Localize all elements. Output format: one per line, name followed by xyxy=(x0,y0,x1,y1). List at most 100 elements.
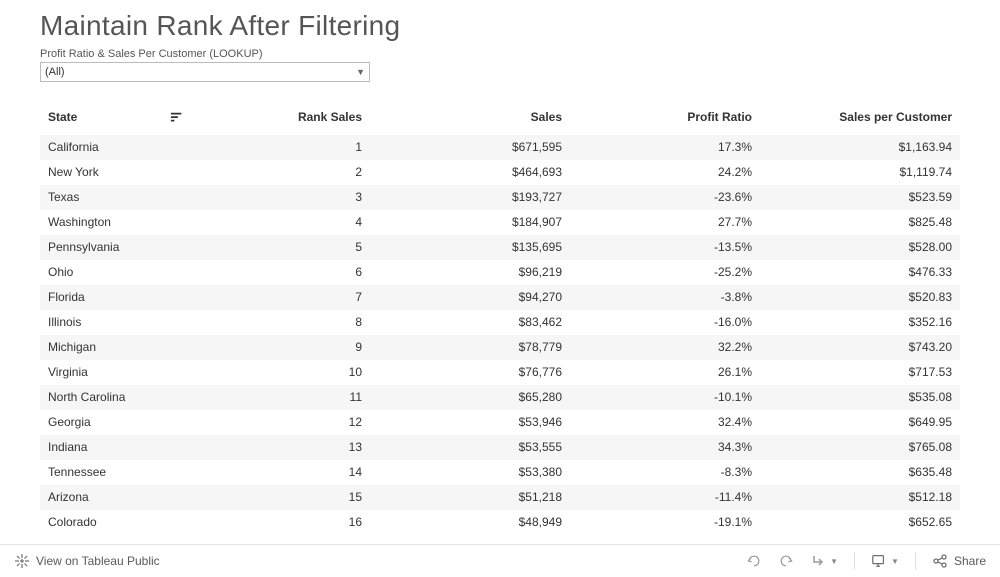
cell-rank: 2 xyxy=(200,160,370,185)
cell-rank: 13 xyxy=(200,435,370,460)
cell-spacer xyxy=(170,210,200,235)
cell-state: Arizona xyxy=(40,485,170,510)
cell-sales: $135,695 xyxy=(370,235,570,260)
cell-spc: $535.08 xyxy=(760,385,960,410)
cell-profit-ratio: -23.6% xyxy=(570,185,760,210)
cell-sales: $83,462 xyxy=(370,310,570,335)
cell-spc: $825.48 xyxy=(760,210,960,235)
cell-spacer xyxy=(170,360,200,385)
table-row[interactable]: California 1$671,59517.3%$1,163.94 xyxy=(40,135,960,160)
cell-state: California xyxy=(40,135,170,160)
cell-sales: $94,270 xyxy=(370,285,570,310)
col-header-profit-ratio[interactable]: Profit Ratio xyxy=(570,104,760,135)
redo-icon xyxy=(778,553,794,569)
table-row[interactable]: Indiana13$53,55534.3%$765.08 xyxy=(40,435,960,460)
cell-rank: 3 xyxy=(200,185,370,210)
cell-spc: $743.20 xyxy=(760,335,960,360)
table-row[interactable]: North Carolina11$65,280-10.1%$535.08 xyxy=(40,385,960,410)
tableau-public-link[interactable]: View on Tableau Public xyxy=(14,553,160,569)
table-row[interactable]: New York2$464,69324.2%$1,119.74 xyxy=(40,160,960,185)
cell-spacer xyxy=(170,410,200,435)
cell-spc: $476.33 xyxy=(760,260,960,285)
undo-icon xyxy=(746,553,762,569)
cell-spc: $1,163.94 xyxy=(760,135,960,160)
table-row[interactable]: Texas3$193,727-23.6%$523.59 xyxy=(40,185,960,210)
col-header-sales[interactable]: Sales xyxy=(370,104,570,135)
cell-profit-ratio: -19.1% xyxy=(570,510,760,535)
cell-sales: $53,380 xyxy=(370,460,570,485)
cell-sales: $51,218 xyxy=(370,485,570,510)
tableau-logo-icon xyxy=(14,553,30,569)
cell-spc: $352.16 xyxy=(760,310,960,335)
cell-spacer xyxy=(170,185,200,210)
col-header-sort[interactable] xyxy=(170,104,200,135)
share-icon xyxy=(932,553,948,569)
cell-profit-ratio: 27.7% xyxy=(570,210,760,235)
cell-rank: 12 xyxy=(200,410,370,435)
cell-profit-ratio: -8.3% xyxy=(570,460,760,485)
table-row[interactable]: Tennessee 14$53,380-8.3%$635.48 xyxy=(40,460,960,485)
table-row[interactable]: Michigan9$78,77932.2%$743.20 xyxy=(40,335,960,360)
cell-rank: 6 xyxy=(200,260,370,285)
cell-spc: $649.95 xyxy=(760,410,960,435)
col-header-state[interactable]: State xyxy=(40,104,170,135)
cell-spc: $765.08 xyxy=(760,435,960,460)
col-header-spc[interactable]: Sales per Customer xyxy=(760,104,960,135)
cell-spacer xyxy=(170,335,200,360)
cell-rank: 11 xyxy=(200,385,370,410)
cell-spacer xyxy=(170,510,200,535)
cell-profit-ratio: 32.4% xyxy=(570,410,760,435)
table-row[interactable]: Ohio6$96,219-25.2%$476.33 xyxy=(40,260,960,285)
cell-sales: $184,907 xyxy=(370,210,570,235)
cell-rank: 14 xyxy=(200,460,370,485)
table-header-row: State Rank Sales Sales Profit Ratio Sale… xyxy=(40,104,960,135)
table-row[interactable]: Washington4$184,90727.7%$825.48 xyxy=(40,210,960,235)
cell-spc: $635.48 xyxy=(760,460,960,485)
filter-label: Profit Ratio & Sales Per Customer (LOOKU… xyxy=(40,48,960,60)
table-row[interactable]: Colorado16$48,949-19.1%$652.65 xyxy=(40,510,960,535)
table-row[interactable]: Florida7$94,270-3.8%$520.83 xyxy=(40,285,960,310)
cell-state: Colorado xyxy=(40,510,170,535)
share-label: Share xyxy=(954,554,986,568)
cell-spacer xyxy=(170,160,200,185)
table-row[interactable]: Arizona15$51,218-11.4%$512.18 xyxy=(40,485,960,510)
cell-spacer xyxy=(170,435,200,460)
cell-rank: 15 xyxy=(200,485,370,510)
cell-rank: 1 xyxy=(200,135,370,160)
cell-state: New York xyxy=(40,160,170,185)
cell-sales: $193,727 xyxy=(370,185,570,210)
share-button[interactable]: Share xyxy=(932,553,986,569)
cell-profit-ratio: -25.2% xyxy=(570,260,760,285)
cell-spacer xyxy=(170,260,200,285)
cell-spacer xyxy=(170,285,200,310)
chevron-down-icon: ▼ xyxy=(356,67,365,77)
undo-button[interactable] xyxy=(746,553,762,569)
cell-state: Virginia xyxy=(40,360,170,385)
cell-rank: 8 xyxy=(200,310,370,335)
cell-state: Indiana xyxy=(40,435,170,460)
table-row[interactable]: Virginia10$76,77626.1%$717.53 xyxy=(40,360,960,385)
data-table: State Rank Sales Sales Profit Ratio Sale… xyxy=(40,104,960,535)
chevron-down-icon: ▼ xyxy=(830,557,838,566)
redo-button[interactable] xyxy=(778,553,794,569)
cell-rank: 7 xyxy=(200,285,370,310)
cell-profit-ratio: 17.3% xyxy=(570,135,760,160)
cell-spacer xyxy=(170,385,200,410)
table-row[interactable]: Georgia12$53,94632.4%$649.95 xyxy=(40,410,960,435)
revert-button[interactable]: ▼ xyxy=(810,553,838,569)
device-preview-button[interactable]: ▼ xyxy=(871,553,899,569)
cell-profit-ratio: -11.4% xyxy=(570,485,760,510)
table-row[interactable]: Illinois8$83,462-16.0%$352.16 xyxy=(40,310,960,335)
cell-profit-ratio: 32.2% xyxy=(570,335,760,360)
filter-dropdown[interactable]: (All) ▼ xyxy=(40,62,370,82)
cell-state: Texas xyxy=(40,185,170,210)
cell-sales: $48,949 xyxy=(370,510,570,535)
cell-state: Tennessee xyxy=(40,460,170,485)
cell-profit-ratio: 26.1% xyxy=(570,360,760,385)
cell-spacer xyxy=(170,310,200,335)
cell-sales: $671,595 xyxy=(370,135,570,160)
cell-sales: $96,219 xyxy=(370,260,570,285)
col-header-rank[interactable]: Rank Sales xyxy=(200,104,370,135)
table-row[interactable]: Pennsylvania5$135,695-13.5%$528.00 xyxy=(40,235,960,260)
cell-profit-ratio: -10.1% xyxy=(570,385,760,410)
